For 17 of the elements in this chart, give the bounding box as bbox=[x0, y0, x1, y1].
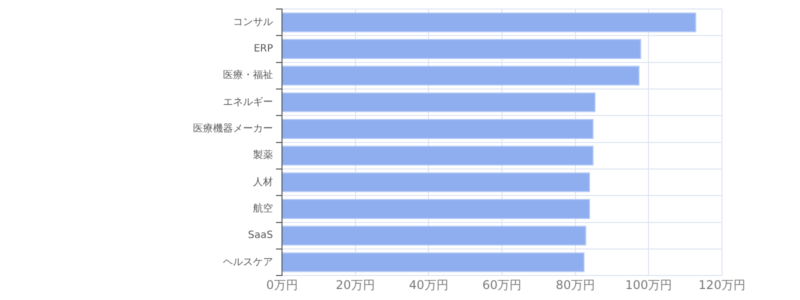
y-tick-label: エネルギー bbox=[223, 96, 273, 108]
x-tick-label: 80万円 bbox=[556, 278, 595, 292]
y-tick-label: 医療機器メーカー bbox=[193, 122, 273, 135]
y-tick-label: 人材 bbox=[253, 176, 273, 188]
x-tick-label: 60万円 bbox=[482, 278, 522, 292]
y-tick-label: 製薬 bbox=[253, 149, 273, 162]
y-tick-label: SaaS bbox=[248, 230, 273, 242]
y-tick-label: 医療・福祉 bbox=[223, 69, 273, 82]
x-tick-label: 120万円 bbox=[698, 278, 746, 292]
y-tick-label: ERP bbox=[254, 44, 273, 55]
y-tick-label: ヘルスケア bbox=[223, 256, 273, 268]
x-tick-label: 40万円 bbox=[409, 278, 448, 292]
y-tick-label: コンサル bbox=[233, 16, 273, 28]
x-tick-label: 100万円 bbox=[625, 278, 672, 292]
x-tick-label: 20万円 bbox=[336, 278, 375, 292]
x-tick-label: 0万円 bbox=[266, 278, 298, 292]
y-tick-label: 航空 bbox=[253, 202, 273, 215]
